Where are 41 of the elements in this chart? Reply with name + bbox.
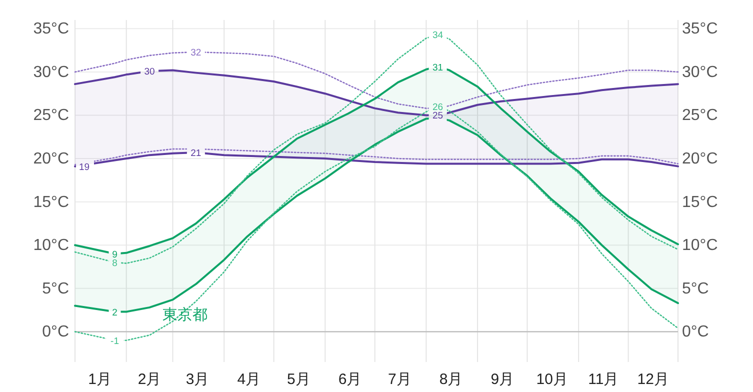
data-label: 21	[190, 148, 202, 159]
x-tick-label: 5月	[286, 371, 310, 388]
x-tick-label: 8月	[439, 371, 463, 388]
x-tick-label: 12月	[637, 371, 669, 388]
y2-tick-label: 10°C	[682, 237, 718, 254]
series-label: 東京都	[162, 306, 208, 324]
x-tick-label: 7月	[388, 371, 412, 388]
y2-tick-label: 20°C	[682, 150, 718, 168]
y-tick-label: 30°C	[33, 64, 69, 81]
data-label: 9	[112, 249, 118, 260]
data-label: 34	[432, 30, 444, 42]
y-tick-label: 5°C	[42, 280, 69, 298]
y-tick-label: 35°C	[33, 20, 69, 38]
y2-tick-label: 25°C	[682, 107, 718, 124]
x-tick-label: 11月	[588, 371, 619, 388]
y2-tick-label: 15°C	[682, 194, 718, 211]
y2-tick-label: 0°C	[682, 324, 709, 341]
x-tick-label: 1月	[88, 371, 112, 388]
y-tick-label: 20°C	[33, 150, 69, 168]
x-tick-label: 6月	[338, 371, 362, 388]
y-tick-label: 0°C	[42, 324, 69, 341]
y-tick-label: 15°C	[33, 194, 69, 211]
y2-tick-label: 35°C	[682, 20, 718, 38]
x-tick-label: 9月	[490, 371, 514, 388]
data-label: 31	[432, 62, 444, 74]
data-label: 19	[79, 162, 90, 173]
x-tick-label: 3月	[186, 371, 210, 388]
data-label: 26	[432, 102, 444, 114]
x-tick-label: 2月	[138, 371, 162, 388]
data-label: 30	[144, 66, 155, 78]
data-label: 25	[432, 110, 444, 122]
x-tick-label: 4月	[237, 371, 261, 388]
y-tick-label: 10°C	[33, 237, 69, 254]
data-label: 2	[112, 307, 118, 318]
data-label: -1	[110, 336, 119, 347]
y2-tick-label: 5°C	[682, 280, 709, 298]
y-tick-label: 25°C	[33, 107, 69, 124]
data-label: 32	[190, 48, 202, 59]
y2-tick-label: 30°C	[682, 64, 718, 81]
x-tick-label: 10月	[536, 371, 568, 388]
data-label: 8	[112, 258, 118, 269]
